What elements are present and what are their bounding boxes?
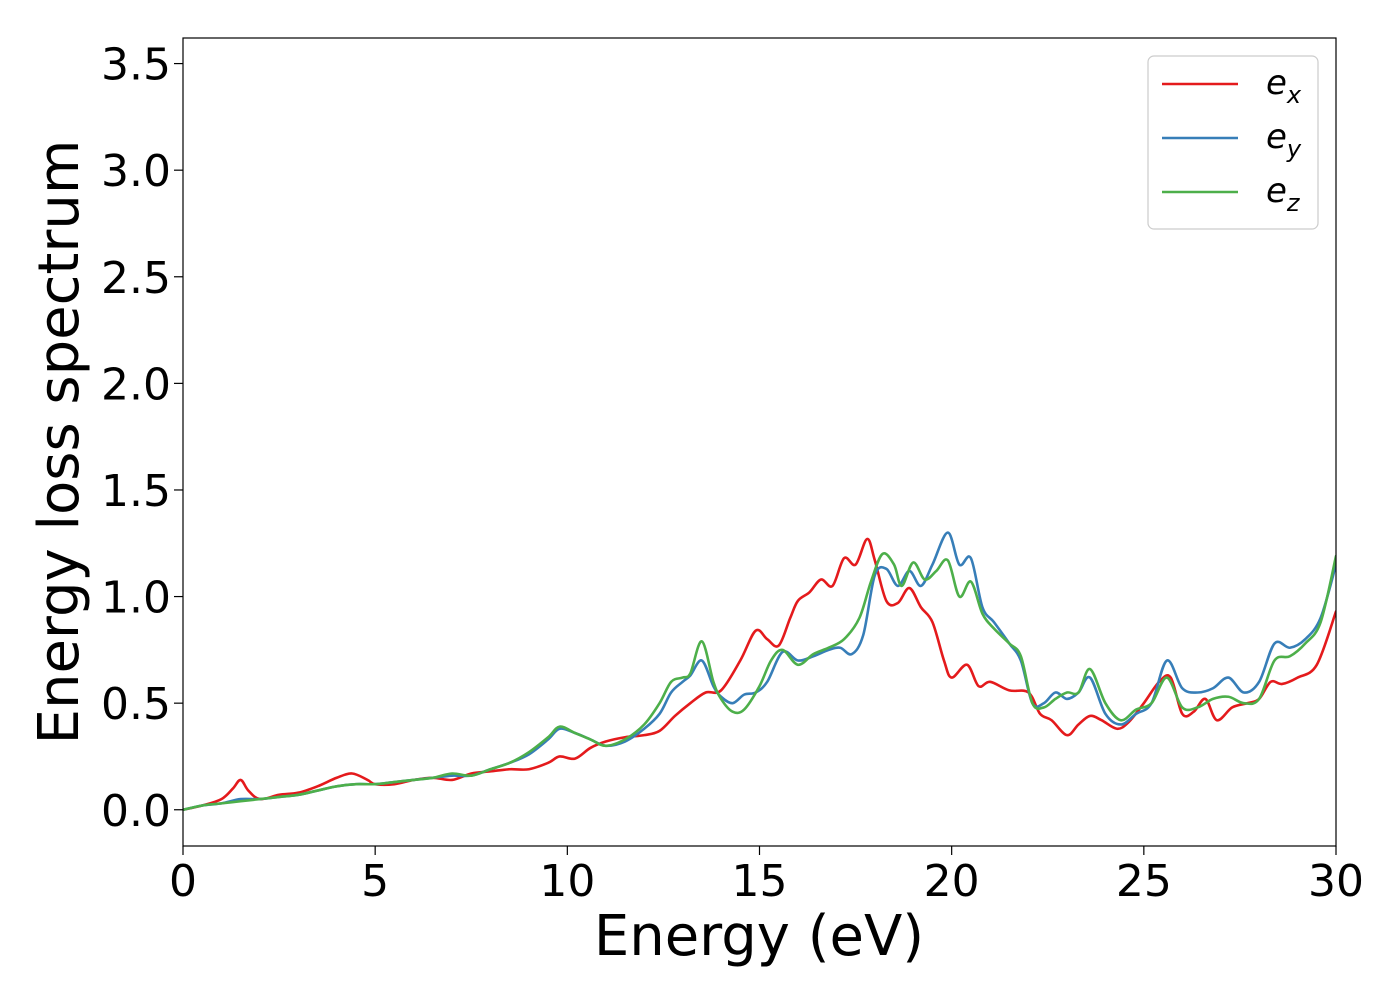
y-tick-label: 1.0 (101, 573, 171, 624)
x-tick-label: 20 (924, 856, 980, 907)
y-tick-label: 3.5 (101, 40, 171, 91)
x-tick-label: 15 (732, 856, 788, 907)
x-axis: 0 5 10 15 20 25 30 (169, 846, 1364, 907)
x-tick-label: 5 (361, 856, 389, 907)
x-tick-label: 0 (169, 856, 197, 907)
legend-label-y: ey (1266, 117, 1302, 163)
y-tick-label: 3.0 (101, 146, 171, 197)
y-tick-label: 2.5 (101, 253, 171, 304)
y-tick-label: 0.5 (101, 679, 171, 730)
y-tick-label: 2.0 (101, 359, 171, 410)
y-tick-label: 0.0 (101, 786, 171, 837)
y-axis-label: Energy loss spectrum (27, 140, 92, 745)
legend-box (1147, 55, 1319, 230)
series-line-z (183, 552, 1336, 812)
series-layer (183, 531, 1336, 812)
y-axis: 0.0 0.5 1.0 1.5 2.0 2.5 3.0 3.5 (101, 40, 183, 837)
x-tick-label: 25 (1116, 856, 1172, 907)
x-tick-label: 10 (539, 856, 595, 907)
series-line-x (183, 537, 1336, 812)
x-axis-label: Energy (eV) (594, 904, 924, 969)
x-tick-label: 30 (1308, 856, 1364, 907)
y-tick-label: 1.5 (101, 466, 171, 517)
